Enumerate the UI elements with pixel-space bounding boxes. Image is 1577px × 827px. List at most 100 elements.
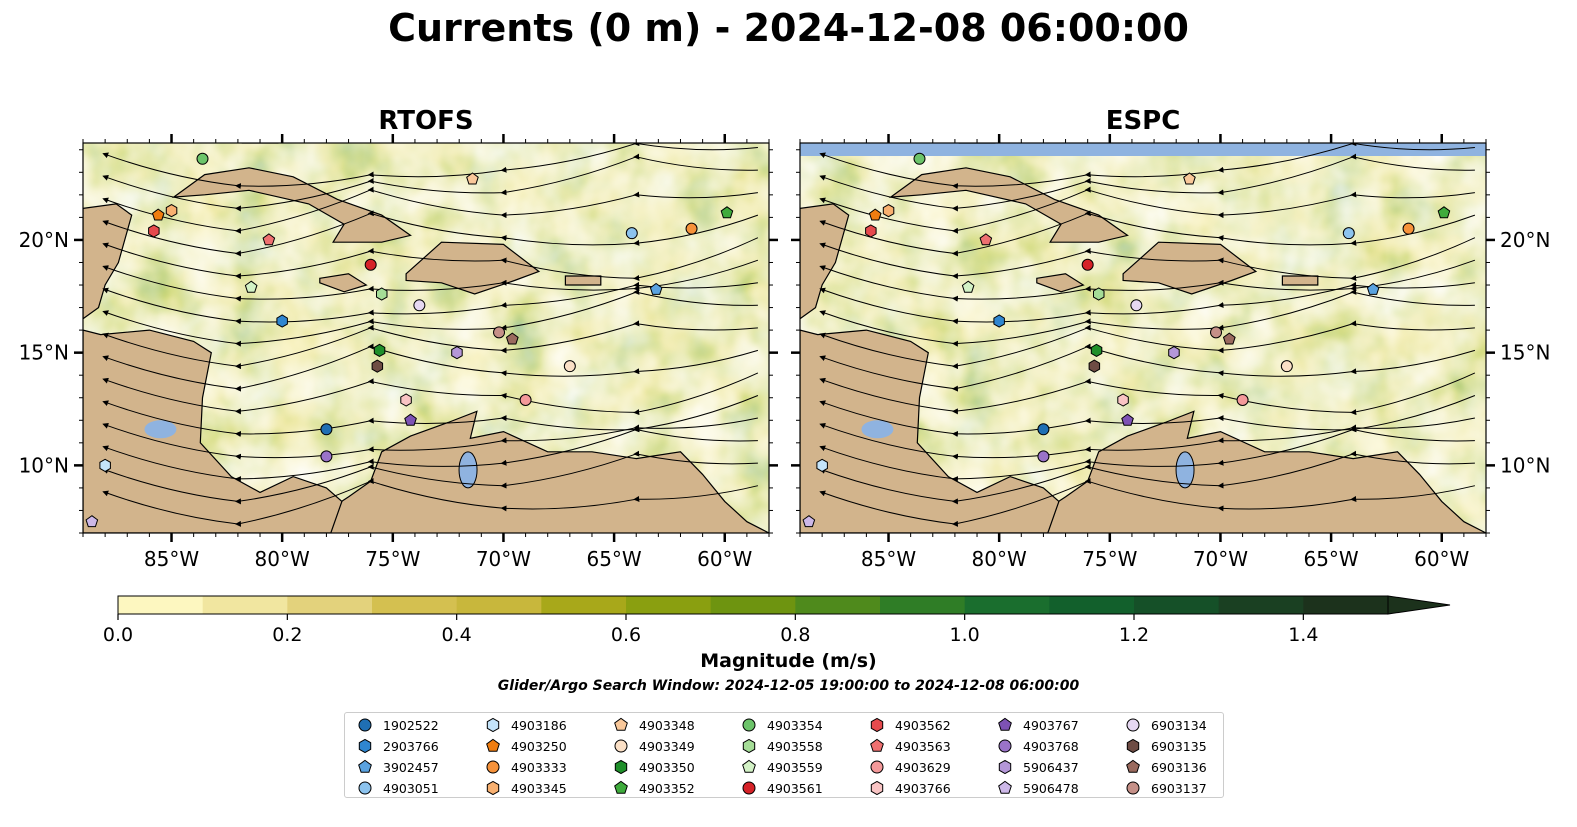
streamline [102, 237, 759, 282]
float-marker-4903768 [320, 450, 333, 463]
legend-label: 4903629 [895, 759, 951, 775]
float-marker-1902522 [1037, 423, 1050, 436]
streamline [819, 288, 1475, 347]
float-marker-4903767 [404, 413, 417, 426]
colorbar-tick-label: 1.4 [1288, 624, 1318, 646]
float-marker-4903354 [913, 152, 926, 165]
legend-marker-hexagon [358, 738, 372, 754]
lake-nicaragua [861, 420, 894, 439]
legend-item-5906437: 5906437 [997, 757, 1079, 777]
legend-marker-pentagon [998, 717, 1012, 731]
colorbar-bin [287, 596, 373, 614]
colorbar-bin [456, 596, 542, 614]
land-polygon [564, 275, 602, 286]
legend-label: 4903349 [639, 738, 695, 754]
float-marker-4903051 [1342, 227, 1355, 240]
x-tick-label: 65°W [1303, 547, 1358, 571]
float-marker-4903350 [1090, 343, 1103, 357]
legend-item-4903352: 4903352 [613, 778, 695, 798]
legend-item-6903135: 6903135 [1125, 736, 1207, 756]
legend-item-4903350: 4903350 [613, 757, 695, 777]
legend-marker-pentagon [486, 738, 500, 752]
legend-item-4903558: 4903558 [741, 736, 823, 756]
float-marker-6903137 [1210, 326, 1223, 339]
colorbar-bin [964, 596, 1050, 614]
land-polygon [1281, 275, 1319, 286]
float-marker-4903051 [625, 227, 638, 240]
float-marker-2903766 [993, 314, 1005, 328]
legend-item-6903137: 6903137 [1125, 778, 1207, 798]
legend-marker-hexagon [486, 717, 500, 733]
colorbar-bin [795, 596, 881, 614]
float-marker-4903333 [1402, 222, 1415, 235]
legend-label: 6903136 [1151, 759, 1207, 775]
float-marker-4903562 [865, 224, 877, 238]
float-marker-4903345 [165, 204, 178, 218]
colorbar-tick-label: 0.4 [442, 624, 472, 646]
legend-item-4903250: 4903250 [485, 736, 567, 756]
legend-marker-circle [1126, 718, 1140, 732]
streamline [819, 417, 1476, 460]
float-marker-5906478 [85, 515, 99, 528]
no-data-band [800, 143, 1486, 156]
legend-marker-circle [1126, 781, 1140, 795]
legend-marker-circle [614, 739, 628, 753]
legend: 1902522 2903766 3902457 4903051 4903186 49032… [344, 712, 1224, 798]
colorbar-tick-label: 0.0 [103, 624, 133, 646]
legend-label: 3902457 [383, 759, 439, 775]
legend-marker-hexagon [1126, 738, 1140, 754]
colorbar-tick-label: 1.0 [950, 624, 980, 646]
y-tick-label: 15°N [19, 341, 69, 365]
float-marker-4903333 [685, 222, 698, 235]
legend-item-4903051: 4903051 [357, 778, 439, 798]
legend-label: 4903563 [895, 738, 951, 754]
streamline [819, 281, 1475, 325]
float-marker-4903186 [99, 458, 111, 472]
streamline [102, 288, 758, 347]
streamline [819, 395, 1476, 438]
float-marker-6903136 [1222, 332, 1236, 345]
legend-label: 4903559 [767, 759, 823, 775]
streamline [102, 417, 759, 460]
float-marker-4903186 [816, 458, 828, 472]
float-marker-6903135 [1088, 359, 1101, 373]
float-marker-4903768 [1037, 450, 1050, 463]
colorbar-tick-label: 0.6 [611, 624, 641, 646]
x-tick-label: 70°W [476, 547, 531, 571]
legend-item-3902457: 3902457 [357, 757, 439, 777]
float-marker-4903563 [979, 233, 993, 246]
float-marker-4903345 [882, 204, 895, 218]
x-tick-label: 70°W [1193, 547, 1248, 571]
float-marker-2903766 [276, 314, 288, 328]
colorbar-bin [118, 596, 204, 614]
colorbar-tick-label: 0.2 [272, 624, 302, 646]
streamline [819, 372, 1476, 416]
colorbar-label: Magnitude (m/s) [700, 650, 877, 672]
float-marker-4903562 [148, 224, 160, 238]
colorbar-bin [202, 596, 288, 614]
float-marker-1902522 [320, 423, 333, 436]
legend-marker-pentagon [1126, 759, 1140, 773]
float-marker-4903558 [1093, 287, 1105, 301]
legend-marker-pentagon [614, 780, 628, 794]
float-marker-6903135 [371, 359, 384, 373]
x-tick-label: 75°W [365, 547, 420, 571]
x-tick-label: 85°W [144, 547, 199, 571]
streamline [102, 426, 758, 483]
legend-item-6903136: 6903136 [1125, 757, 1207, 777]
legend-marker-pentagon [870, 738, 884, 752]
colorbar-bin [880, 596, 966, 614]
colorbar-bin [1303, 596, 1389, 614]
legend-marker-hexagon [870, 717, 884, 733]
streamline [819, 153, 1475, 212]
legend-label: 4903561 [767, 780, 823, 796]
x-tick-label: 65°W [586, 547, 641, 571]
float-marker-5906437 [451, 346, 463, 360]
y-tick-label: 20°N [19, 228, 69, 252]
legend-marker-pentagon [358, 759, 372, 773]
panel-frame [82, 142, 770, 534]
float-marker-4903561 [1081, 258, 1094, 271]
legend-label: 4903051 [383, 780, 439, 796]
float-marker-4903352 [720, 206, 734, 219]
